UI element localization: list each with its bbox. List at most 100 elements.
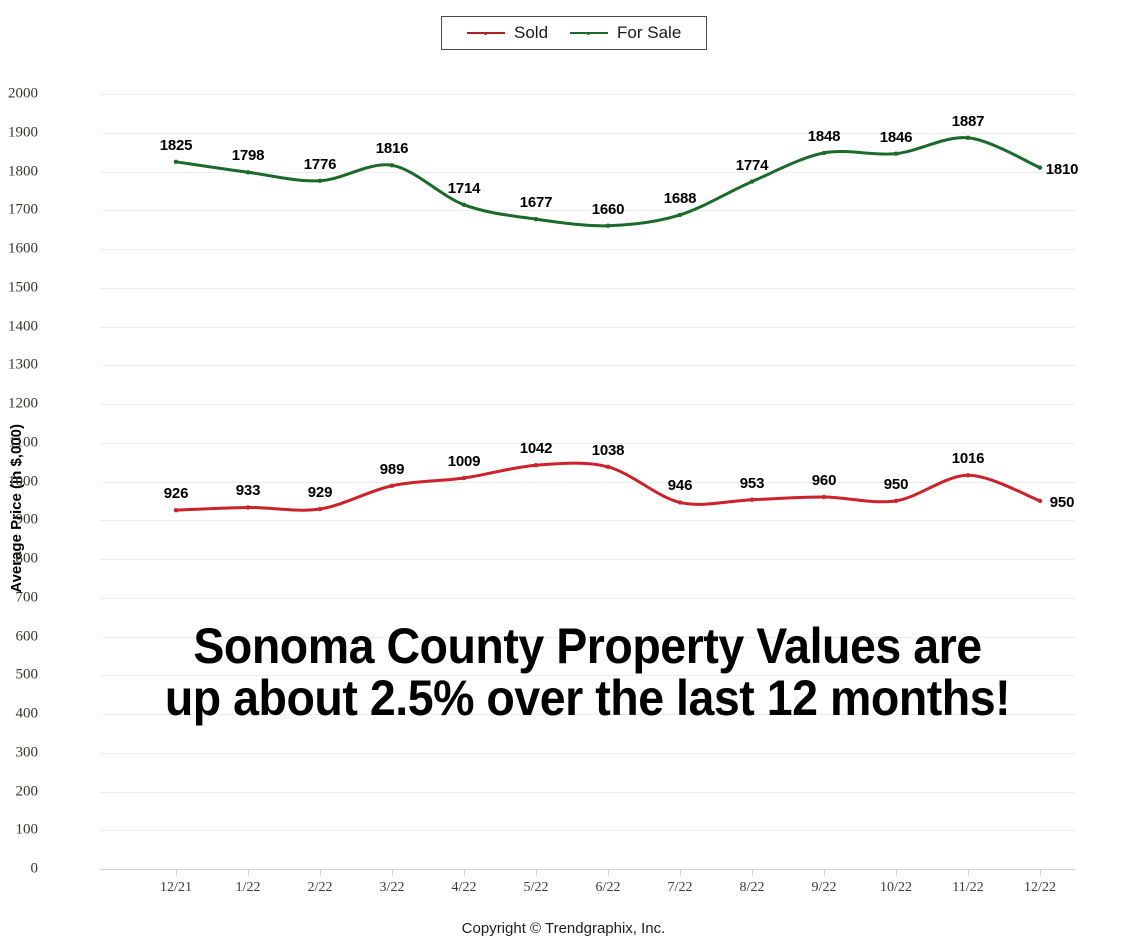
legend-label-for-sale: For Sale	[617, 23, 682, 42]
x-axis-tick-label: 9/22	[811, 880, 837, 895]
data-point-marker[interactable]	[389, 163, 395, 168]
legend-swatch-for-sale	[570, 32, 609, 35]
y-axis-tick-label: 1200	[8, 395, 38, 412]
data-point-label: 1816	[375, 140, 409, 158]
x-axis-tick-mark	[392, 869, 393, 876]
copyright-footer: Copyright © Trendgraphix, Inc.	[461, 920, 666, 937]
series-layer	[173, 135, 1043, 513]
data-point-marker[interactable]	[965, 135, 971, 140]
y-axis-tick-label: 300	[15, 744, 39, 761]
y-axis-tick-label: 200	[15, 783, 39, 799]
y-axis-tick-label: 1500	[8, 279, 38, 296]
x-axis-tick-mark	[680, 869, 681, 876]
data-point-marker[interactable]	[533, 463, 539, 468]
gridline	[100, 791, 1075, 793]
x-axis-tick-label: 4/22	[451, 880, 477, 895]
x-axis-tick-label: 5/22	[523, 880, 549, 895]
data-point-marker[interactable]	[317, 506, 323, 512]
data-point-marker[interactable]	[749, 179, 755, 184]
data-point-marker[interactable]	[461, 475, 467, 481]
data-point-label: 1776	[303, 155, 337, 173]
data-point-label: 1774	[735, 156, 769, 174]
data-point-marker[interactable]	[317, 178, 323, 183]
x-axis-tick-mark	[248, 869, 249, 876]
data-point-label: 1825	[159, 136, 193, 154]
legend-entry-for-sale[interactable]: For Sale	[570, 23, 681, 43]
data-point-marker[interactable]	[389, 483, 395, 488]
data-point-label: 1887	[951, 112, 985, 130]
gridline	[100, 830, 1075, 832]
y-axis-tick-label: 600	[15, 628, 39, 644]
gridline	[100, 714, 1075, 715]
x-axis-tick-mark	[752, 869, 753, 876]
data-point-marker[interactable]	[461, 202, 467, 208]
x-axis-tick-mark	[536, 869, 537, 876]
gridline	[100, 597, 1075, 599]
gridline	[100, 171, 1075, 173]
x-axis-tick-label: 10/22	[880, 880, 912, 895]
data-point-marker[interactable]	[965, 473, 971, 478]
data-point-label: 1042	[519, 440, 553, 458]
data-point-label: 989	[379, 460, 405, 478]
y-axis-tick-label: 1300	[8, 356, 38, 373]
y-axis-tick-label: 500	[15, 666, 39, 683]
x-axis-tick-mark	[608, 869, 609, 876]
data-point-marker[interactable]	[1037, 498, 1043, 504]
data-point-label: 1016	[951, 450, 985, 468]
y-axis-tick-label: 1700	[8, 201, 38, 218]
data-point-marker[interactable]	[605, 223, 611, 228]
x-axis-tick-label: 8/22	[739, 880, 765, 895]
y-axis-tick-label: 1900	[8, 124, 38, 141]
gridline	[100, 442, 1075, 444]
data-labels-layer: 926 933 929 989 1009 1042 1038 946 953 960 950 1016…	[100, 94, 1079, 869]
data-point-marker[interactable]	[677, 212, 683, 218]
y-axis-tick-label: 1600	[8, 240, 38, 257]
y-axis-tick-label: 400	[15, 705, 39, 722]
data-point-marker[interactable]	[173, 507, 179, 513]
data-point-marker[interactable]	[893, 151, 899, 156]
x-axis-tick-label: 2/22	[307, 880, 333, 895]
data-point-marker[interactable]	[245, 170, 251, 175]
gridline	[100, 326, 1075, 328]
gridline	[100, 752, 1075, 754]
data-point-label: 1810	[1045, 160, 1079, 178]
data-point-label: 953	[739, 474, 765, 492]
data-point-marker[interactable]	[533, 216, 539, 222]
x-axis-tick-label: 12/22	[1024, 880, 1056, 895]
data-point-marker[interactable]	[245, 505, 251, 510]
data-point-label: 946	[667, 477, 693, 495]
data-point-marker[interactable]	[893, 498, 899, 504]
y-axis-tick-label: 1400	[8, 318, 38, 334]
gridline	[100, 249, 1075, 250]
y-axis-tick-label: 700	[15, 589, 39, 606]
x-axis-tick-label: 11/22	[952, 880, 984, 895]
data-point-marker[interactable]	[605, 464, 611, 469]
data-point-label: 1677	[519, 194, 553, 212]
data-point-label: 929	[307, 484, 333, 501]
x-axis-tick-mark	[176, 869, 177, 876]
data-point-marker[interactable]	[821, 150, 827, 156]
data-point-marker[interactable]	[821, 494, 827, 500]
gridline	[100, 404, 1075, 405]
data-point-label: 950	[1049, 493, 1075, 511]
y-axis-tick-label: 0	[30, 860, 39, 877]
gridline	[100, 287, 1075, 289]
y-axis-tick-label: 1800	[8, 163, 38, 179]
x-axis-tick-label: 3/22	[379, 880, 405, 895]
data-point-marker[interactable]	[677, 500, 683, 505]
x-axis-tick-mark	[464, 869, 465, 876]
data-point-marker[interactable]	[173, 159, 179, 165]
x-axis-tick-mark	[824, 869, 825, 876]
y-axis-tick-label: 1000	[8, 473, 38, 489]
legend-entry-sold[interactable]: Sold	[467, 23, 548, 43]
x-axis-tick-mark	[320, 869, 321, 876]
x-axis-tick-mark	[896, 869, 897, 876]
legend-label-sold: Sold	[514, 23, 549, 42]
data-point-marker[interactable]	[749, 497, 755, 502]
data-point-label: 1846	[879, 128, 913, 146]
plot-area: 2000 1900 1800 1700 1600 1500 1400 1300 1200 1100…	[8, 86, 1079, 896]
data-point-marker[interactable]	[1037, 165, 1043, 170]
gridline	[100, 132, 1075, 134]
gridline	[100, 365, 1075, 367]
